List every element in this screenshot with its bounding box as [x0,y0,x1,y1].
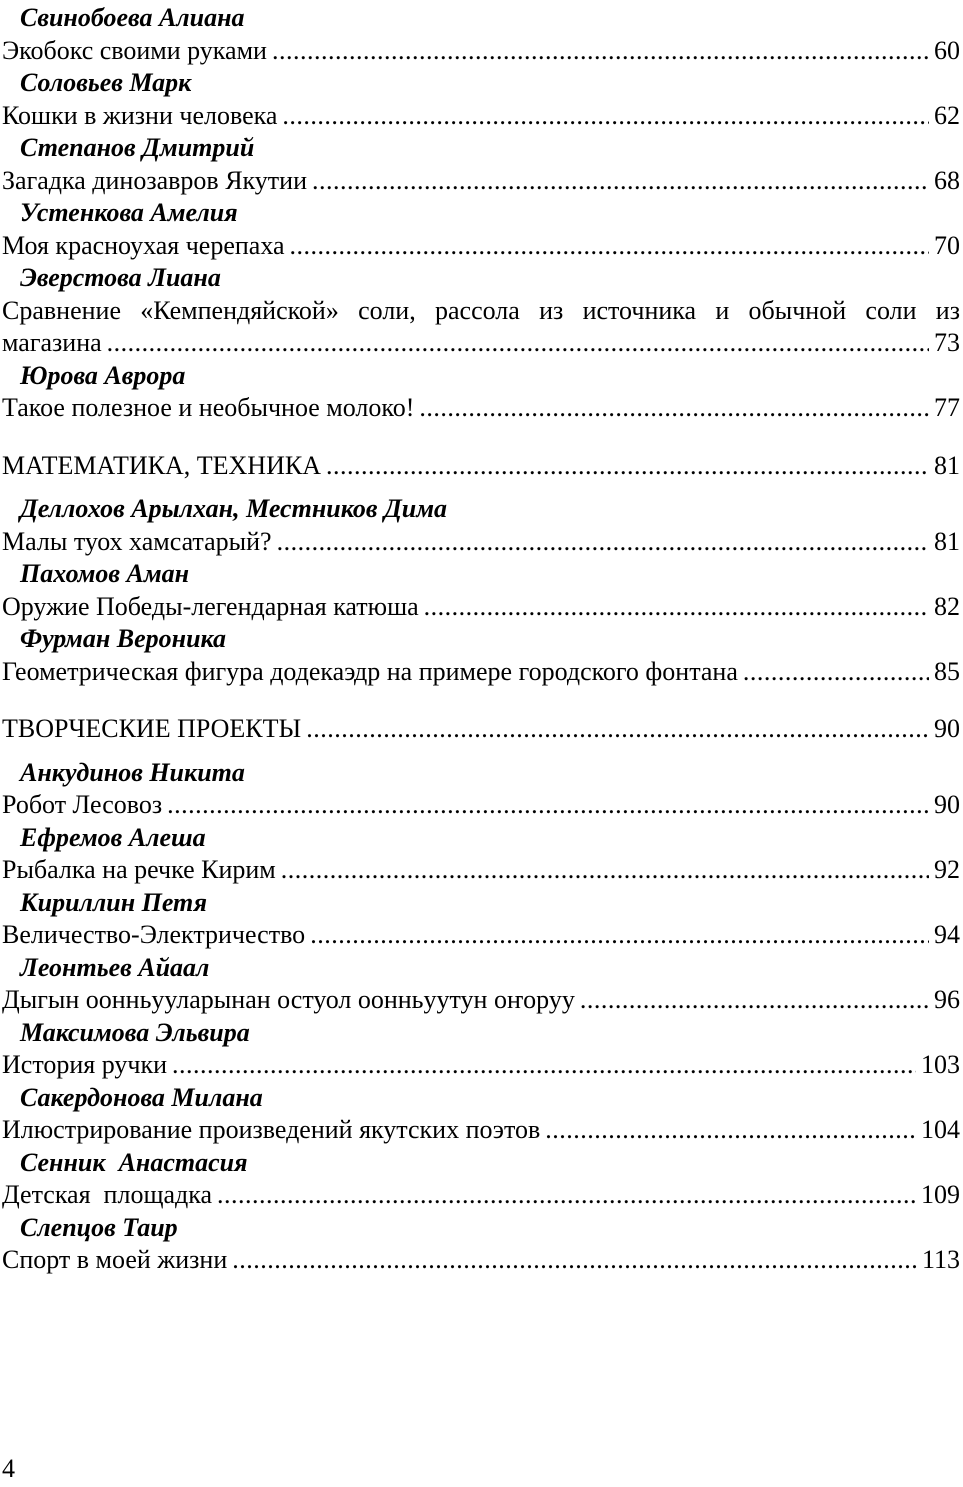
toc-entry-row: Малы туох хамсатарый?...................… [2,526,960,559]
toc-entry-row: Кошки в жизни человека..................… [2,100,960,133]
toc-entry-title: Экобокс своими руками [2,35,267,65]
dot-leader: ........................................… [282,100,929,130]
page-ref: 62 [934,100,960,130]
toc-entry-row: Илюстрирование произведений якутских поэ… [2,1114,960,1147]
toc-author-row: Максимова Эльвира [20,1017,250,1047]
toc-author-row: Кириллин Петя [20,887,207,917]
toc-entry-row: Дыгын оонньууларынан остуол оонньуутун о… [2,984,960,1017]
page-ref: 81 [934,526,960,556]
dot-leader: ........................................… [172,1050,916,1079]
toc-entry-title: Илюстрирование произведений якутских поэ… [2,1115,541,1144]
dot-leader: ........................................… [167,790,929,819]
toc-section-title: МАТЕМАТИКА, ТЕХНИКА [2,450,321,480]
dot-leader: ........................................… [579,985,929,1014]
toc-entry-title: Детская площадка [2,1180,213,1209]
toc-entry-row: Загадка динозавров Якутии...............… [2,165,960,198]
dot-leader: ........................................… [106,328,929,357]
dot-leader: ........................................… [306,714,929,743]
toc-entry-title: История ручки [2,1050,167,1079]
page-ref: 73 [934,328,960,357]
toc-author-row: Степанов Дмитрий [20,133,255,162]
page-ref: 60 [934,35,960,65]
toc-author-row: Соловьев Марк [20,68,192,97]
page-ref: 81 [934,450,960,480]
toc-entry-row: Величество-Электричество................… [2,919,960,952]
toc-entry-title: Оружие Победы-легендарная катюша [2,591,419,621]
dot-leader: ........................................… [312,165,929,195]
toc-author-row: Юрова Аврора [20,360,186,390]
toc-author-row: Слепцов Таир [20,1212,178,1242]
toc-entry-title: Величество-Электричество [2,920,306,949]
dot-leader: ........................................… [276,526,929,556]
page-ref: 103 [921,1050,960,1079]
toc-author-row: Устенкова Амелия [20,198,238,227]
dot-leader: ........................................… [280,855,929,884]
toc-author-row: Анкудинов Никита [20,757,245,787]
dot-leader: ........................................… [271,35,929,65]
toc-author-row: Сенник Анастасия [20,1147,248,1177]
toc-author-row: Эверстова Лиана [20,263,221,292]
toc-entry-row: Моя красноухая черепаха.................… [2,230,960,263]
page-ref: 68 [934,165,960,195]
toc-entry-row: Такое полезное и необычное молоко!......… [2,392,960,425]
toc-entry-title: магазина [2,328,102,357]
page-ref: 90 [934,714,960,743]
toc-entry-row: Оружие Победы-легендарная катюша........… [2,591,960,624]
dot-leader: ........................................… [545,1115,916,1144]
page-ref: 77 [934,393,960,422]
toc-entry-row: Экобокс своими руками...................… [2,35,960,68]
toc-entry-title: Малы туох хамсатарый? [2,526,272,556]
toc-entry-title: Робот Лесовоз [2,790,163,819]
toc-entry-row: Рыбалка на речке Кирим..................… [2,854,960,887]
page-ref: 85 [934,656,960,686]
page-ref: 82 [934,591,960,621]
dot-leader: ........................................… [232,1245,917,1274]
toc-entry-title: Спорт в моей жизни [2,1245,228,1274]
toc-author-row: Пахомов Аман [20,559,190,588]
dot-leader: ........................................… [310,920,929,949]
toc-entry-title: Кошки в жизни человека [2,100,278,130]
toc-author-row: Деллохов Арылхан, Местников Дима [20,494,448,523]
toc-entry-wrapped-line2: магазина................................… [2,327,960,360]
toc-section-title: ТВОРЧЕСКИЕ ПРОЕКТЫ [2,714,302,743]
page-number: 4 [2,1454,15,1483]
table-of-contents: Свинобоева Алиана Экобокс своими руками..… [2,2,960,1277]
toc-section-row: ТВОРЧЕСКИЕ ПРОЕКТЫ......................… [2,713,960,746]
toc-entry-wrapped-line1: Сравнение «Кемпендяйской» соли, рассола … [2,295,960,325]
toc-entry-title: Геометрическая фигура додекаэдр на приме… [2,656,738,686]
toc-author-row: Ефремов Алеша [20,822,206,852]
page-ref: 104 [921,1115,960,1144]
toc-author-row: Сакердонова Милана [20,1082,263,1112]
page-ref: 113 [921,1245,960,1274]
page-ref: 94 [934,920,960,949]
dot-leader: ........................................… [419,393,929,422]
toc-entry-row: Спорт в моей жизни......................… [2,1244,960,1277]
dot-leader: ........................................… [742,656,929,686]
toc-entry-title: Загадка динозавров Якутии [2,165,307,195]
toc-entry-title: Рыбалка на речке Кирим [2,855,276,884]
toc-author-row: Леонтьев Айаал [20,952,210,982]
toc-entry-title: Такое полезное и необычное молоко! [2,393,415,422]
page-ref: 109 [921,1180,960,1209]
dot-leader: ........................................… [217,1180,916,1209]
toc-entry-row: Геометрическая фигура додекаэдр на приме… [2,656,960,689]
page-ref: 92 [934,855,960,884]
page-ref: 70 [934,230,960,260]
page-ref: 90 [934,790,960,819]
toc-entry-title: Дыгын оонньууларынан остуол оонньуутун о… [2,985,575,1014]
toc-section-row: МАТЕМАТИКА, ТЕХНИКА.....................… [2,450,960,483]
toc-entry-row: История ручки...........................… [2,1049,960,1082]
toc-entry-row: Детская площадка........................… [2,1179,960,1212]
toc-author-row: Свинобоева Алиана [20,3,245,32]
dot-leader: ........................................… [423,591,929,621]
page-ref: 96 [934,985,960,1014]
toc-entry-row: Робот Лесовоз...........................… [2,789,960,822]
toc-entry-title: Моя красноухая черепаха [2,230,285,260]
dot-leader: ........................................… [289,230,929,260]
toc-author-row: Фурман Вероника [20,624,227,653]
dot-leader: ........................................… [325,450,929,480]
